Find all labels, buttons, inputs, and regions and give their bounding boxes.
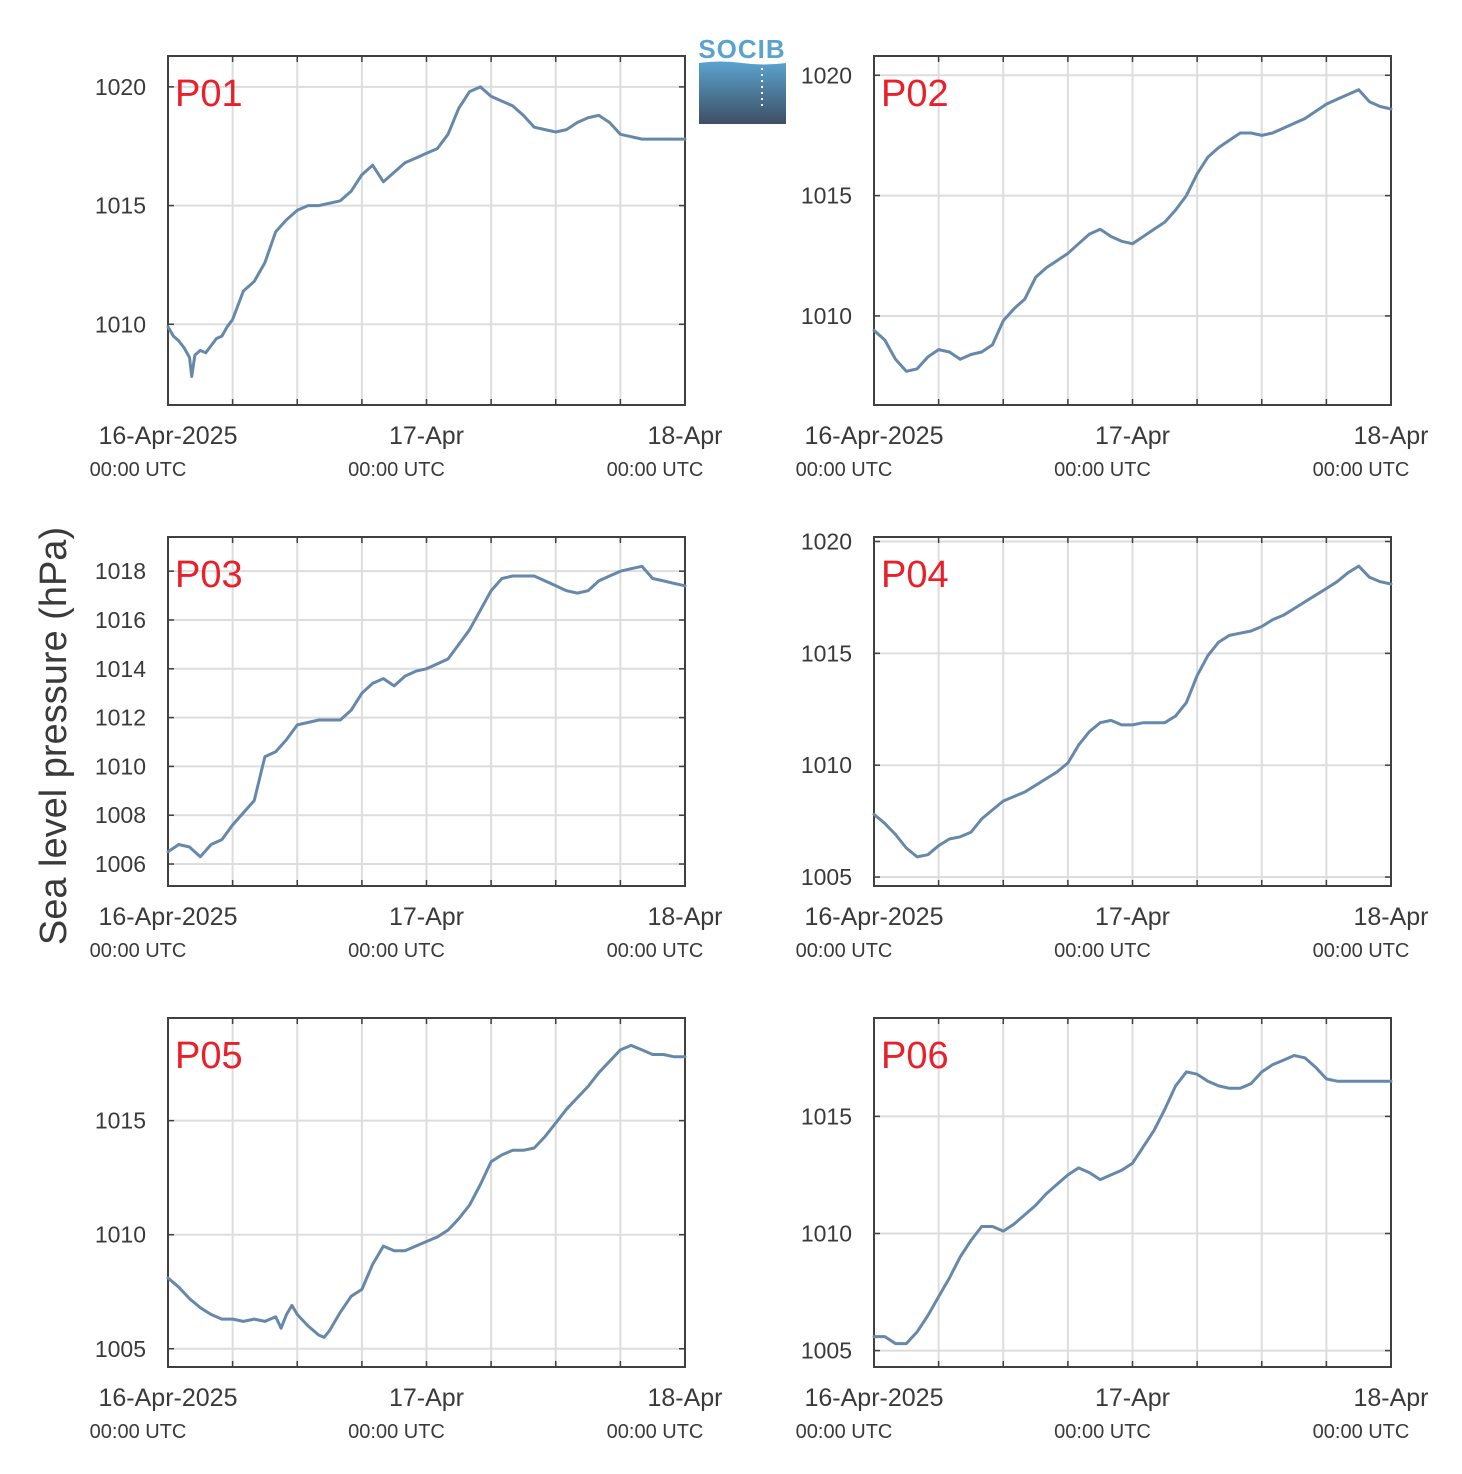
x-tick-label: 18-Apr: [647, 422, 722, 450]
x-tick-label: 16-Apr-2025: [805, 903, 944, 931]
y-tick-label: 1010: [801, 303, 852, 329]
x-tick-label: 18-Apr: [1353, 422, 1428, 450]
x-tick-label: 16-Apr-2025: [99, 1384, 238, 1412]
panel-title: P06: [881, 1035, 949, 1077]
x-tick-label: 18-Apr: [1353, 903, 1428, 931]
x-tick-label: 18-Apr: [647, 903, 722, 931]
x-tick-label: 18-Apr: [1353, 1384, 1428, 1412]
y-tick-label: 1015: [95, 193, 146, 219]
chart-panel-6: 1005 1010 1015 16-Apr-2025 00:00 UTC 17-Apr 00…: [796, 1017, 1429, 1443]
y-tick-label: 1020: [95, 74, 146, 100]
x-tick-sublabel: 00:00 UTC: [90, 1421, 187, 1443]
chart-panel-3: 1006 1008 1010 1012 1014 1016 1018 16-Apr-2025 0…: [90, 536, 723, 962]
y-tick-label: 1018: [95, 558, 146, 584]
x-tick-label: 16-Apr-2025: [99, 422, 238, 450]
series-line: [166, 564, 687, 859]
y-tick-label: 1010: [801, 1220, 852, 1246]
y-tick-label: 1014: [95, 656, 146, 682]
chart-panel-4: 1005 1010 1015 1020 16-Apr-2025 00:00 UTC 17-A…: [796, 528, 1429, 962]
y-tick-label: 1005: [801, 864, 852, 890]
series-line: [872, 1054, 1393, 1346]
chart-panel-5: 1005 1010 1015 16-Apr-2025 00:00 UTC 17-Apr 00…: [90, 1017, 723, 1443]
x-tick-label: 17-Apr: [1095, 903, 1170, 931]
series-line: [872, 88, 1393, 373]
x-tick-label: 18-Apr: [647, 1384, 722, 1412]
y-tick-label: 1015: [801, 640, 852, 666]
x-tick-label: 17-Apr: [1095, 422, 1170, 450]
x-tick-sublabel: 00:00 UTC: [1054, 940, 1151, 962]
x-tick-sublabel: 00:00 UTC: [1054, 459, 1151, 481]
y-tick-label: 1015: [95, 1108, 146, 1134]
x-tick-sublabel: 00:00 UTC: [1313, 1421, 1410, 1443]
x-tick-label: 17-Apr: [389, 422, 464, 450]
x-tick-sublabel: 00:00 UTC: [796, 1421, 893, 1443]
y-tick-label: 1010: [801, 752, 852, 778]
series-line: [166, 85, 687, 378]
y-tick-label: 1010: [95, 753, 146, 779]
x-tick-sublabel: 00:00 UTC: [607, 459, 704, 481]
chart-panel-1: 1010 1015 1020 16-Apr-2025 00:00 UTC 17-Apr 00…: [90, 55, 723, 481]
x-tick-sublabel: 00:00 UTC: [1313, 459, 1410, 481]
panel-title: P02: [881, 73, 949, 115]
y-tick-label: 1005: [95, 1336, 146, 1362]
y-tick-label: 1008: [95, 802, 146, 828]
socib-logo: SOCIB: [698, 34, 786, 124]
x-tick-label: 16-Apr-2025: [805, 422, 944, 450]
x-tick-sublabel: 00:00 UTC: [348, 459, 445, 481]
x-tick-sublabel: 00:00 UTC: [1313, 940, 1410, 962]
x-tick-sublabel: 00:00 UTC: [90, 940, 187, 962]
x-tick-sublabel: 00:00 UTC: [607, 940, 704, 962]
y-axis-label: Sea level pressure (hPa): [33, 527, 75, 945]
series-line: [872, 564, 1393, 859]
y-tick-label: 1020: [801, 528, 852, 554]
x-tick-sublabel: 00:00 UTC: [90, 459, 187, 481]
panel-title: P03: [175, 554, 243, 596]
x-tick-label: 17-Apr: [389, 903, 464, 931]
x-tick-label: 16-Apr-2025: [99, 903, 238, 931]
y-tick-label: 1016: [95, 607, 146, 633]
series-line: [166, 1043, 687, 1339]
y-tick-label: 1010: [95, 1222, 146, 1248]
panel-title: P05: [175, 1035, 243, 1077]
x-tick-sublabel: 00:00 UTC: [348, 940, 445, 962]
panel-title: P01: [175, 73, 243, 115]
x-tick-label: 16-Apr-2025: [805, 1384, 944, 1412]
x-tick-label: 17-Apr: [1095, 1384, 1170, 1412]
x-tick-sublabel: 00:00 UTC: [348, 1421, 445, 1443]
y-tick-label: 1020: [801, 62, 852, 88]
x-tick-label: 17-Apr: [389, 1384, 464, 1412]
x-tick-sublabel: 00:00 UTC: [796, 940, 893, 962]
y-tick-label: 1010: [95, 311, 146, 337]
y-tick-label: 1006: [95, 851, 146, 877]
socib-logo-mark: [699, 61, 786, 124]
y-tick-label: 1005: [801, 1338, 852, 1364]
y-tick-label: 1015: [801, 183, 852, 209]
y-tick-label: 1015: [801, 1103, 852, 1129]
chart-panel-2: 1010 1015 1020 16-Apr-2025 00:00 UTC 17-Apr 00…: [796, 55, 1429, 481]
x-tick-sublabel: 00:00 UTC: [1054, 1421, 1151, 1443]
y-tick-label: 1012: [95, 705, 146, 731]
x-tick-sublabel: 00:00 UTC: [607, 1421, 704, 1443]
panel-title: P04: [881, 554, 949, 596]
socib-logo-text: SOCIB: [698, 34, 785, 64]
x-tick-sublabel: 00:00 UTC: [796, 459, 893, 481]
